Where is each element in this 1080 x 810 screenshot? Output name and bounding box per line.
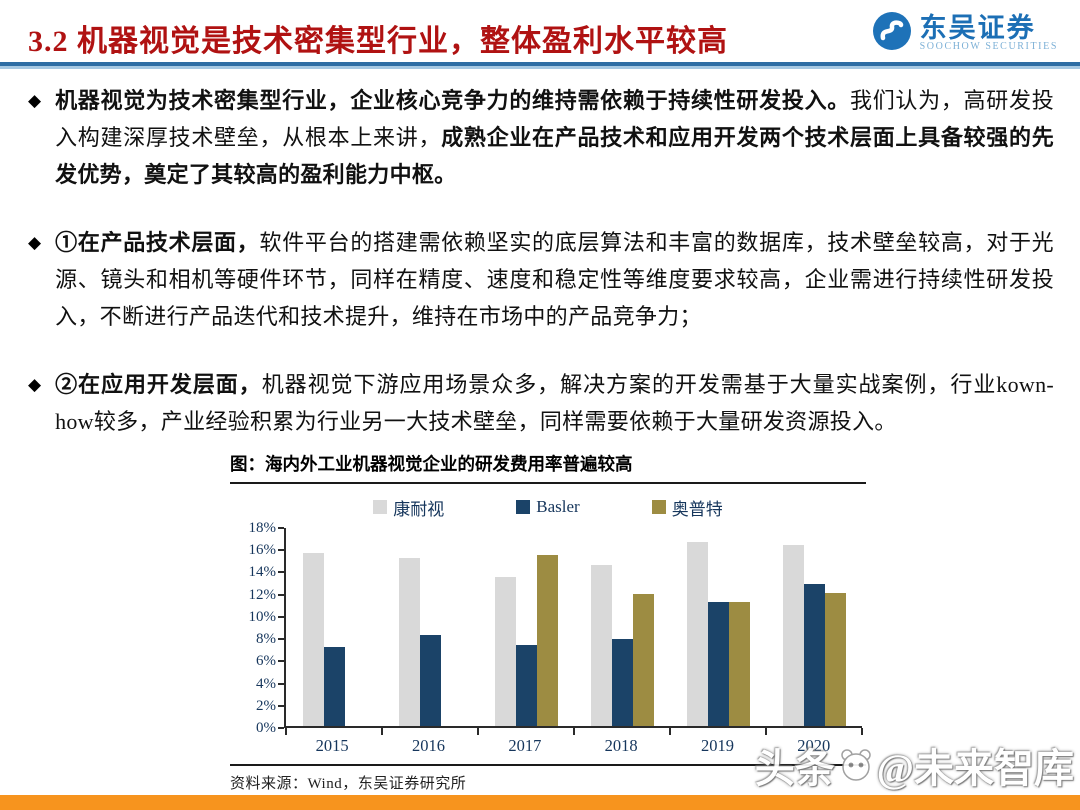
y-tick-label: 2% (256, 697, 276, 714)
figure-title: 图：海内外工业机器视觉企业的研发费用率普遍较高 (230, 451, 866, 484)
y-tick-mark (278, 549, 284, 552)
y-tick-mark (278, 615, 284, 618)
x-tick-label: 2020 (797, 736, 831, 755)
diamond-bullet-icon: ◆ (28, 91, 42, 110)
legend-swatch (373, 500, 388, 514)
bar-康耐视-2016 (398, 558, 420, 726)
diamond-bullet-icon: ◆ (28, 233, 42, 252)
slide-header: 3.2 机器视觉是技术密集型行业，整体盈利水平较高 东吴证券 SOOCHOW S… (0, 0, 1080, 62)
footer-orange-bar (0, 795, 1080, 810)
watermark-prefix: 头条 (754, 746, 835, 791)
figure-bottom-rule (230, 764, 866, 766)
x-tick-mark (573, 728, 575, 735)
bar-奥普特-2019 (728, 601, 750, 726)
bullet-3-seg-2: 机器视觉下游应用场景众多，解决方案的开发需基于大量实战案例，行业kown-how… (55, 372, 1054, 434)
bullet-1-seg-2: 我们认为，高研发投入构建深厚技术壁垒，从根本上来讲， (55, 88, 1054, 150)
bar-奥普特-2017 (536, 554, 558, 726)
plot-area (284, 528, 863, 735)
y-tick-mark (278, 727, 284, 729)
x-tick-mark (477, 728, 479, 735)
y-tick-mark (278, 660, 284, 663)
x-tick-label: 2015 (315, 736, 349, 755)
bullet-3-seg-1: ②在应用开发层面， (55, 372, 262, 397)
y-tick-mark (278, 593, 284, 596)
bar-Basler-2018 (611, 639, 633, 726)
bar-奥普特-2018 (632, 593, 654, 726)
bar-group-2015 (286, 528, 382, 726)
bullet-1-seg-3: 成熟企业在产品技术和应用开发两个技术层面上具备较强的先发优势，奠定了其较高的盈利… (55, 125, 1054, 187)
bar-group-2017 (478, 528, 574, 726)
header-divider (0, 62, 1080, 66)
x-tick-mark (765, 728, 767, 735)
brand-name: 东吴证券 (919, 13, 1036, 44)
bullet-item-1: ◆ 机器视觉为技术密集型行业，企业核心竞争力的维持需依赖于持续性研发投入。我们认… (28, 82, 1054, 193)
bar-Basler-2016 (419, 634, 441, 726)
bar-康耐视-2017 (494, 577, 516, 726)
y-tick-label: 14% (248, 564, 277, 581)
x-tick-label: 2016 (411, 736, 445, 755)
watermark: 头条 @未来智库 (755, 736, 1074, 794)
x-tick-mark (861, 728, 863, 735)
bar-Basler-2017 (515, 644, 537, 726)
y-tick-label: 4% (256, 675, 276, 692)
y-tick-mark (278, 571, 284, 574)
bar-康耐视-2020 (782, 544, 804, 726)
y-tick-label: 0% (256, 720, 276, 736)
legend-label: 奥普特 (671, 499, 723, 519)
brand-subtitle: SOOCHOW SECURITIES (919, 41, 1058, 53)
header-divider-light (0, 66, 1080, 69)
panda-icon (839, 748, 873, 782)
bar-group-2019 (670, 528, 766, 726)
bar-chart: 2015 2016 2017 2018 2019 2020 0% 2% 4% 6% 8% 10% 12… (230, 520, 866, 764)
x-tick-label: 2018 (604, 736, 638, 755)
legend-swatch (516, 500, 531, 514)
figure-block: 图：海内外工业机器视觉企业的研发费用率普遍较高 康耐视 Basler 奥普特 2… (230, 451, 866, 793)
bar-康耐视-2019 (686, 541, 708, 726)
y-tick-label: 10% (248, 608, 277, 625)
bar-奥普特-2020 (824, 592, 846, 726)
legend-item-basler: Basler (516, 497, 580, 517)
legend-swatch (651, 500, 666, 514)
y-tick-mark (278, 704, 284, 707)
watermark-suffix: @未来智库 (876, 746, 1074, 791)
bullet-1-seg-1: 机器视觉为技术密集型行业，企业核心竞争力的维持需依赖于持续性研发投入。 (55, 88, 850, 113)
legend-label: Basler (536, 497, 580, 516)
bullet-item-3: ◆ ②在应用开发层面，机器视觉下游应用场景众多，解决方案的开发需基于大量实战案例… (28, 366, 1054, 440)
chart-legend: 康耐视 Basler 奥普特 (230, 494, 866, 520)
y-tick-mark (278, 638, 284, 641)
brand-logo: 东吴证券 SOOCHOW SECURITIES (871, 10, 1058, 57)
bar-康耐视-2015 (302, 552, 324, 726)
bar-group-2016 (382, 528, 478, 726)
bar-group-2018 (574, 528, 670, 726)
bar-Basler-2015 (323, 647, 345, 726)
y-tick-label: 12% (248, 586, 277, 603)
legend-item-opt: 奥普特 (651, 495, 723, 520)
x-tick-label: 2017 (508, 736, 542, 755)
legend-item-cognex: 康耐视 (373, 495, 444, 520)
bar-康耐视-2018 (590, 564, 612, 726)
y-tick-mark (278, 682, 284, 685)
y-tick-label: 16% (248, 542, 277, 559)
brand-logo-icon (871, 10, 913, 57)
bullet-2-seg-2: 软件平台的搭建需依赖坚实的底层算法和丰富的数据库，技术壁垒较高，对于光源、镜头和… (55, 230, 1054, 329)
page-title: 3.2 机器视觉是技术密集型行业，整体盈利水平较高 (28, 25, 728, 58)
y-tick-label: 8% (256, 631, 276, 648)
x-tick-mark (381, 728, 383, 735)
bar-group-2020 (766, 528, 862, 726)
x-tick-mark (285, 728, 287, 735)
y-tick-mark (278, 527, 284, 529)
x-tick-mark (669, 728, 671, 735)
x-tick-label: 2019 (700, 736, 734, 755)
legend-label: 康耐视 (393, 499, 445, 519)
bar-Basler-2019 (707, 601, 729, 726)
diamond-bullet-icon: ◆ (28, 375, 42, 394)
figure-source: 资料来源：Wind，东吴证券研究所 (230, 776, 467, 792)
bar-Basler-2020 (803, 583, 825, 726)
bullet-item-2: ◆ ①在产品技术层面，软件平台的搭建需依赖坚实的底层算法和丰富的数据库，技术壁垒… (28, 224, 1054, 335)
y-tick-label: 18% (248, 520, 277, 536)
bullet-list: ◆ 机器视觉为技术密集型行业，企业核心竞争力的维持需依赖于持续性研发投入。我们认… (28, 82, 1054, 471)
bullet-2-seg-1: ①在产品技术层面， (55, 230, 260, 255)
x-axis-labels: 2015 2016 2017 2018 2019 2020 (284, 736, 862, 756)
y-tick-label: 6% (256, 653, 276, 670)
